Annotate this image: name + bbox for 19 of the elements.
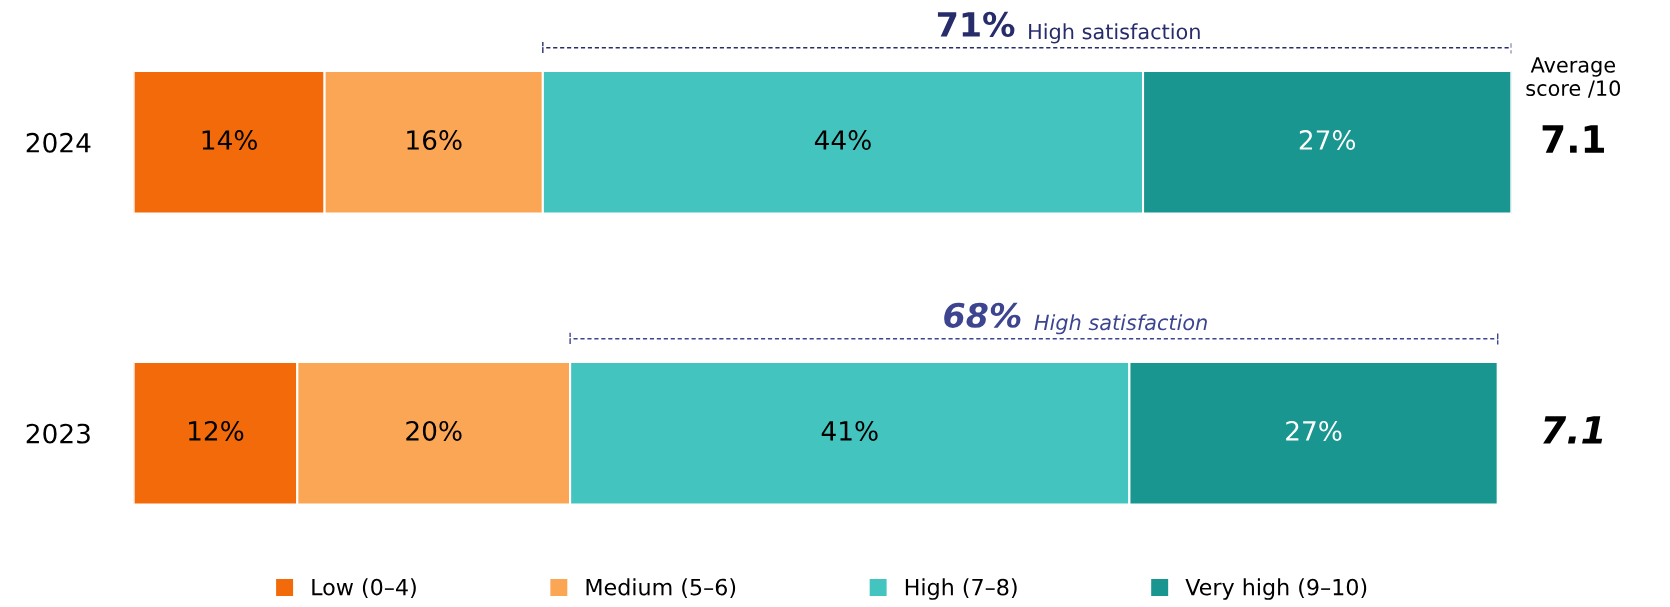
data-label: 27%	[1286, 420, 1342, 441]
y-tick-label: 2023	[26, 423, 90, 444]
legend-label: Low (0–4)	[312, 578, 416, 599]
data-label: 27%	[1299, 130, 1356, 150]
data-label: 16%	[407, 130, 462, 150]
annotation: 71% High satisfaction	[937, 11, 1200, 44]
text: 7.1	[1542, 125, 1604, 153]
data-label: 41%	[821, 420, 878, 441]
text: 7.1	[1543, 416, 1603, 444]
legend-label: Medium (5–6)	[586, 578, 736, 599]
legend-label: High (7–8)	[905, 578, 1017, 600]
data-label: 14%	[202, 130, 257, 150]
annotation: 68% High satisfaction	[944, 302, 1207, 335]
y-tick-label: 2024	[26, 132, 91, 153]
data-label: 20%	[406, 420, 462, 441]
text: Average score /10	[1526, 57, 1621, 98]
data-label: 44%	[814, 130, 871, 150]
data-label: 12%	[189, 420, 244, 441]
legend-label: Very high (9–10)	[1185, 578, 1367, 600]
